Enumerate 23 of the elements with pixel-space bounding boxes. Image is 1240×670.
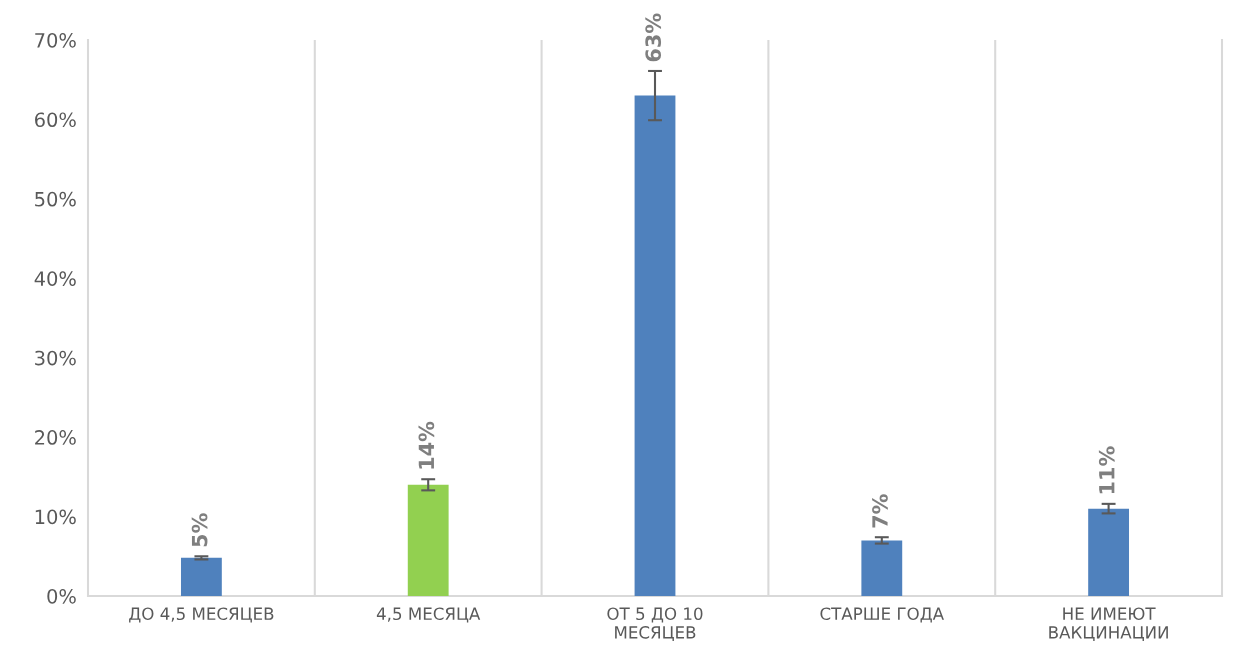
bar [180,557,222,596]
bar [634,95,676,596]
y-tick-label: 50% [35,191,76,207]
data-label: 63% [645,13,662,62]
data-label: 5% [191,513,208,547]
data-label: 11% [1098,446,1115,494]
y-tick-label: 30% [35,350,76,366]
y-tick-label: 10% [35,509,76,525]
bar [1088,508,1130,596]
data-label: 7% [872,494,888,528]
y-tick-label: 0% [47,588,76,604]
y-tick-label: 20% [35,430,76,445]
x-tick-label: ДО 4,5 МЕСЯЦЕВ [129,607,274,623]
data-label: 14% [418,421,435,469]
x-tick-label: ОТ 5 ДО 10 МЕСЯЦЕВ [607,607,703,642]
x-tick-label: НЕ ИМЕЮТ ВАКЦИНАЦИИ [1049,607,1168,642]
x-tick-label: 4,5 МЕСЯЦА [376,607,481,623]
y-tick-label: 70% [35,32,76,48]
bar [407,484,449,596]
bar [861,540,903,596]
x-tick-label: СТАРШЕ ГОДА [820,607,944,623]
y-tick-label: 40% [34,271,76,286]
y-tick-label: 60% [35,112,76,128]
